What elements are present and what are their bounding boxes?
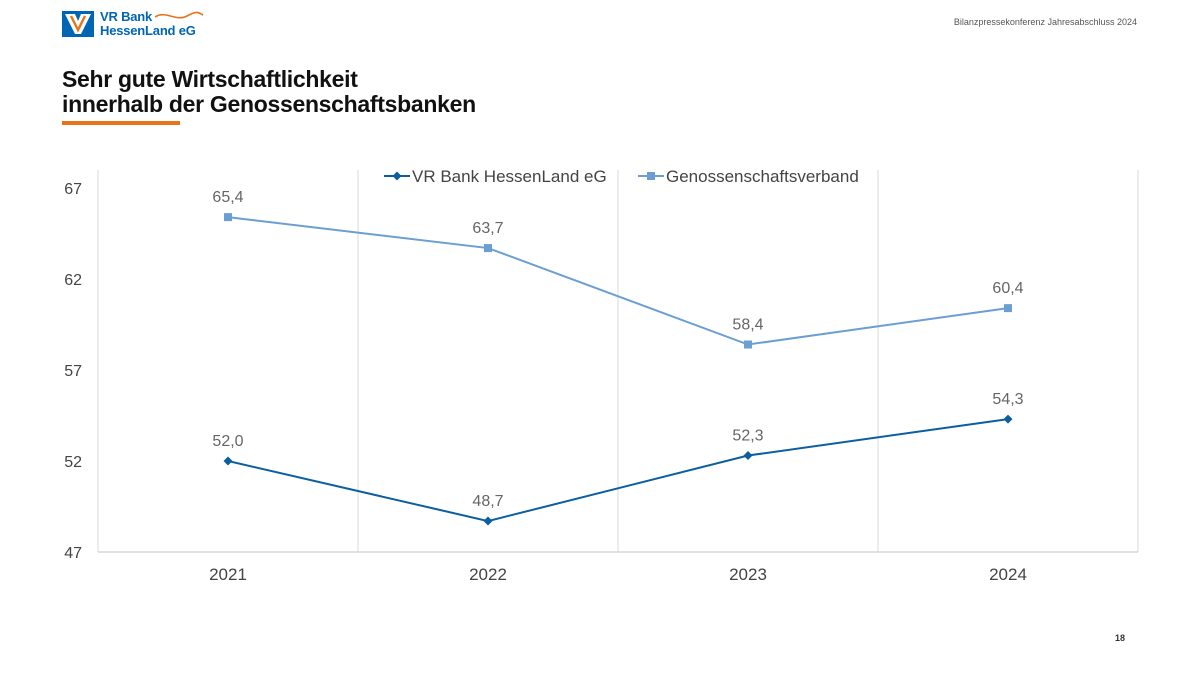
y-tick-label: 62 — [64, 272, 82, 289]
data-point — [1003, 414, 1013, 424]
data-point — [223, 456, 233, 466]
series-line — [227, 216, 1009, 346]
volksbank-logo-icon — [62, 11, 94, 37]
logo-line-2: HessenLand eG — [100, 22, 196, 38]
legend-label: VR Bank HessenLand eG — [412, 167, 607, 186]
data-label: 63,7 — [472, 220, 503, 237]
title-line-2: innerhalb der Genossenschaftsbanken — [62, 91, 476, 117]
data-point — [743, 451, 753, 461]
x-tick-label: 2023 — [729, 565, 767, 584]
data-point — [483, 516, 493, 526]
y-tick-label: 47 — [64, 545, 82, 562]
data-point — [484, 244, 492, 253]
y-tick-label: 52 — [64, 454, 82, 471]
data-label: 60,4 — [992, 280, 1023, 297]
event-label: Bilanzpressekonferenz Jahresabschluss 20… — [953, 17, 1137, 27]
y-tick-label: 57 — [64, 363, 82, 380]
y-tick-label: 67 — [64, 181, 82, 198]
title-underline — [62, 121, 180, 125]
logo-line-1: VR Bank — [100, 9, 153, 24]
data-label: 54,3 — [992, 391, 1023, 408]
data-point — [224, 213, 232, 222]
data-label: 65,4 — [212, 189, 243, 206]
data-label: 52,0 — [212, 433, 243, 450]
x-tick-label: 2024 — [989, 565, 1027, 584]
legend-label: Genossenschaftsverband — [666, 167, 859, 186]
page-title: Sehr gute Wirtschaftlichkeit innerhalb d… — [62, 67, 476, 117]
data-label: 48,7 — [472, 493, 503, 510]
x-tick-label: 2021 — [209, 565, 247, 584]
bank-logo: VR Bank HessenLand eG — [62, 10, 204, 37]
data-point — [744, 340, 752, 349]
x-tick-label: 2022 — [469, 565, 507, 584]
data-label: 58,4 — [732, 317, 763, 334]
data-point — [647, 172, 655, 180]
title-line-1: Sehr gute Wirtschaftlichkeit — [62, 66, 358, 92]
series-line — [227, 418, 1009, 523]
data-point — [392, 171, 402, 181]
logo-text: VR Bank HessenLand eG — [100, 10, 196, 37]
swoosh-icon — [154, 11, 204, 19]
data-label: 52,3 — [732, 428, 763, 445]
page-number: 18 — [1114, 633, 1125, 643]
data-point — [1004, 304, 1012, 313]
